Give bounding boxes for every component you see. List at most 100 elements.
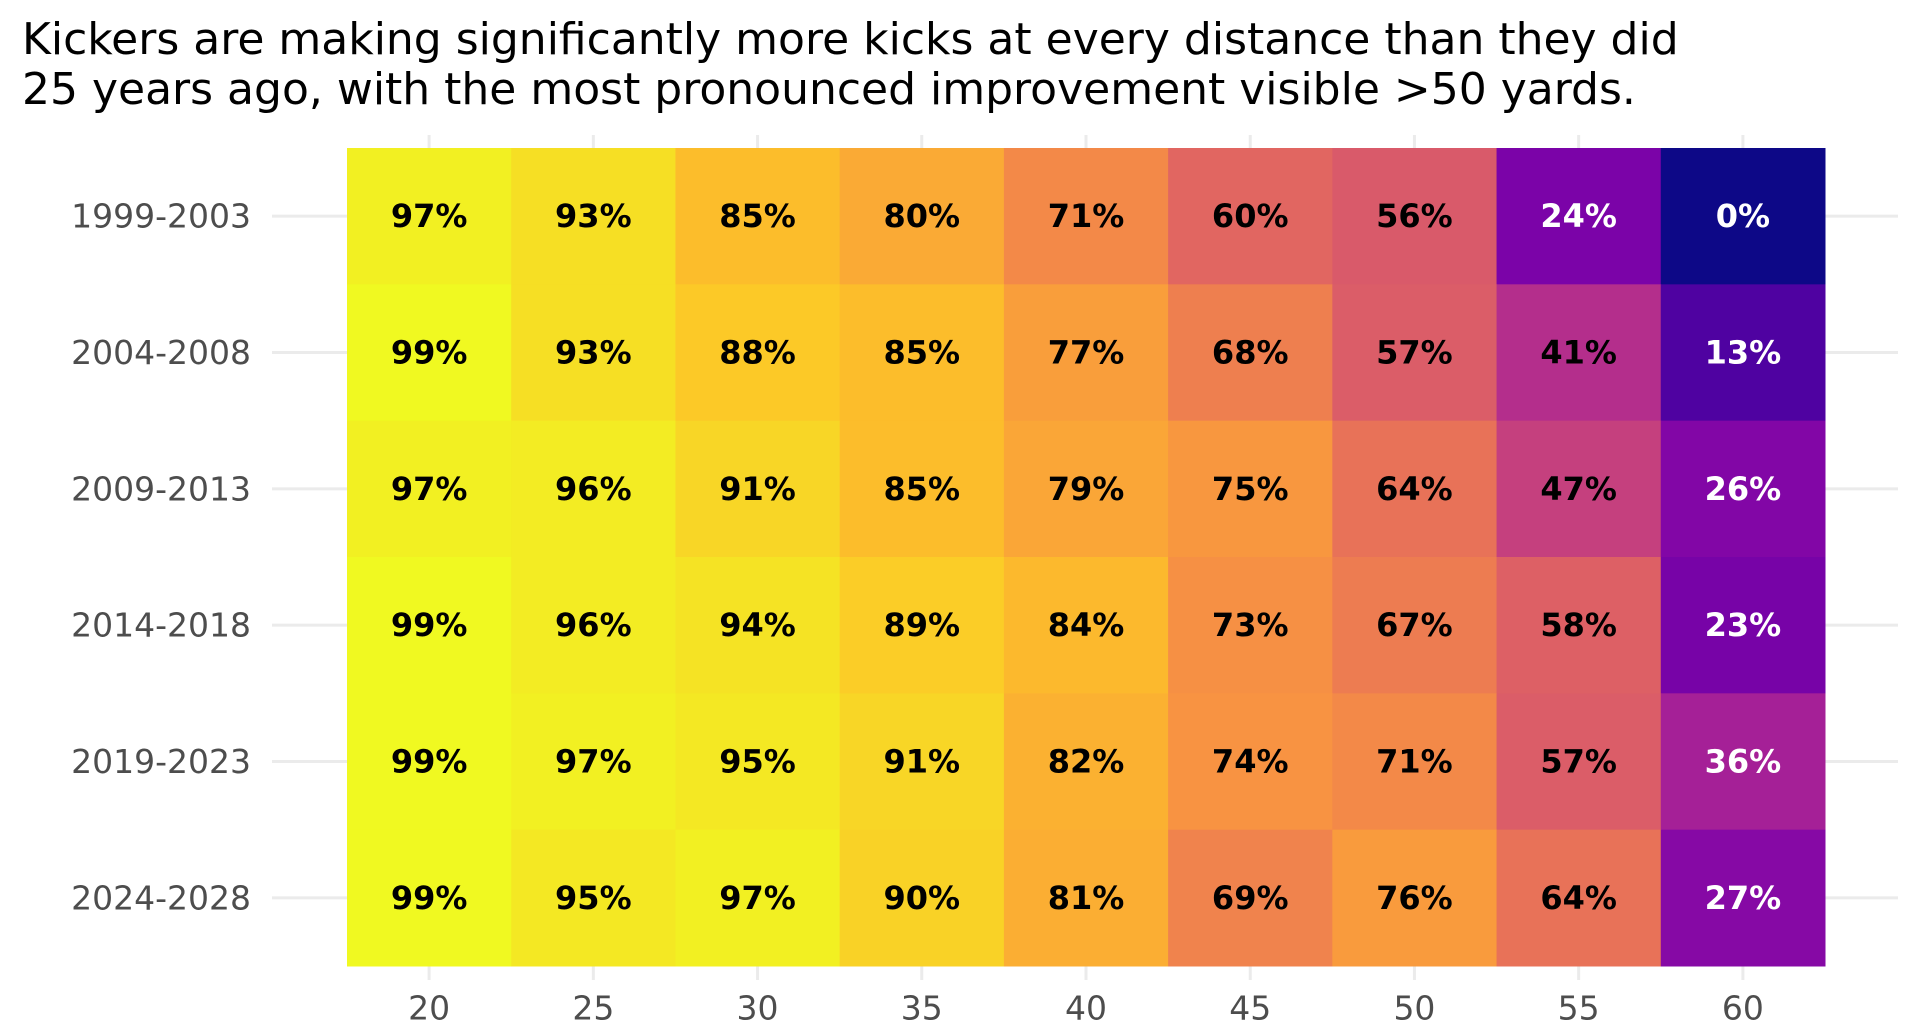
cell-label: 41% (1540, 334, 1617, 372)
heatmap-cell (1660, 148, 1826, 285)
cell-label: 56% (1376, 197, 1453, 235)
cell-label: 79% (1048, 470, 1125, 508)
heatmap-cell (1496, 693, 1662, 831)
heatmap-cell (347, 693, 512, 831)
cell-label: 24% (1540, 197, 1617, 235)
cell-label: 85% (883, 470, 960, 508)
heatmap-cell (1003, 148, 1169, 285)
y-tick-label: 2019-2023 (71, 742, 251, 781)
cell-label: 81% (1048, 879, 1125, 917)
cell-label: 76% (1376, 879, 1453, 917)
heatmap-cell (347, 829, 512, 967)
cell-label: 57% (1540, 743, 1617, 781)
heatmap-cell (1168, 693, 1333, 831)
heatmap-cell (675, 284, 841, 422)
cell-label: 71% (1376, 743, 1453, 781)
heatmap-cell (1003, 829, 1169, 967)
cell-label: 74% (1212, 743, 1289, 781)
x-tick-label: 50 (1393, 989, 1435, 1024)
cell-label: 97% (555, 743, 632, 781)
cell-label: 47% (1540, 470, 1617, 508)
cell-label: 89% (883, 606, 960, 644)
heatmap-cell (675, 829, 841, 967)
heatmap-cell (675, 420, 841, 558)
heatmap-cell (1168, 557, 1333, 694)
cell-label: 69% (1212, 879, 1289, 917)
heatmap-cell (1660, 284, 1826, 422)
cell-label: 90% (883, 879, 960, 917)
heatmap-cell (839, 557, 1005, 694)
heatmap-cell (1332, 148, 1498, 285)
cell-label: 99% (391, 743, 468, 781)
heatmap-cell (511, 148, 676, 285)
heatmap-cell (347, 420, 512, 558)
cell-label: 13% (1705, 334, 1782, 372)
y-tick-label: 2024-2028 (71, 878, 251, 917)
heatmap-cell (511, 557, 676, 694)
y-tick-label: 1999-2003 (71, 197, 251, 236)
heatmap-cell (1003, 420, 1169, 558)
heatmap-cell (1660, 420, 1826, 558)
cell-label: 64% (1376, 470, 1453, 508)
cell-label: 26% (1705, 470, 1782, 508)
heatmap-cell (1496, 420, 1662, 558)
x-tick-label: 35 (901, 989, 943, 1024)
y-tick-label: 2014-2018 (71, 606, 251, 645)
cell-label: 23% (1705, 606, 1782, 644)
heatmap-cell (1168, 148, 1333, 285)
cell-label: 67% (1376, 606, 1453, 644)
cell-label: 96% (555, 470, 632, 508)
heatmap-cell (511, 693, 676, 831)
heatmap-cell (839, 284, 1005, 422)
heatmap-cell (1660, 693, 1826, 831)
cell-label: 99% (391, 606, 468, 644)
heatmap-cell (511, 829, 676, 967)
cell-label: 97% (719, 879, 796, 917)
y-tick-label: 2009-2013 (71, 469, 251, 508)
heatmap-cell (675, 148, 841, 285)
cell-label: 85% (719, 197, 796, 235)
heatmap-cell (1332, 420, 1498, 558)
cell-label: 68% (1212, 334, 1289, 372)
x-tick-label: 25 (572, 989, 614, 1024)
heatmap-cell (347, 284, 512, 422)
cell-label: 99% (391, 879, 468, 917)
cell-label: 96% (555, 606, 632, 644)
heatmap-cell (1168, 420, 1333, 558)
heatmap-cell (839, 693, 1005, 831)
heatmap-cell (1496, 829, 1662, 967)
heatmap-cell (1496, 148, 1662, 285)
cell-label: 91% (883, 743, 960, 781)
heatmap-cell (1660, 557, 1826, 694)
heatmap-cell (1332, 829, 1498, 967)
cell-label: 97% (391, 197, 468, 235)
cell-label: 36% (1705, 743, 1782, 781)
cell-label: 85% (883, 334, 960, 372)
cell-label: 88% (719, 334, 796, 372)
heatmap-cell (839, 829, 1005, 967)
cell-label: 84% (1048, 606, 1125, 644)
heatmap-cell (1332, 693, 1498, 831)
heatmap-cell (347, 148, 512, 285)
x-tick-label: 55 (1558, 989, 1600, 1024)
heatmap-cell (1496, 557, 1662, 694)
cell-label: 73% (1212, 606, 1289, 644)
heatmap-cell (839, 148, 1005, 285)
heatmap-cell (1332, 284, 1498, 422)
chart-title: 25 years ago, with the most pronounced i… (22, 64, 1636, 115)
cell-label: 27% (1705, 879, 1782, 917)
heatmap-cell (1003, 557, 1169, 694)
cell-label: 97% (391, 470, 468, 508)
heatmap-cell (1332, 557, 1498, 694)
cell-label: 95% (719, 743, 796, 781)
heatmap-cell (1003, 284, 1169, 422)
x-tick-label: 30 (737, 989, 779, 1024)
cell-label: 94% (719, 606, 796, 644)
heatmap-cell (839, 420, 1005, 558)
chart-title: Kickers are making significantly more ki… (22, 14, 1679, 65)
heatmap-cell (511, 420, 676, 558)
cell-label: 0% (1716, 197, 1770, 235)
heatmap-cell (675, 693, 841, 831)
cell-label: 71% (1048, 197, 1125, 235)
